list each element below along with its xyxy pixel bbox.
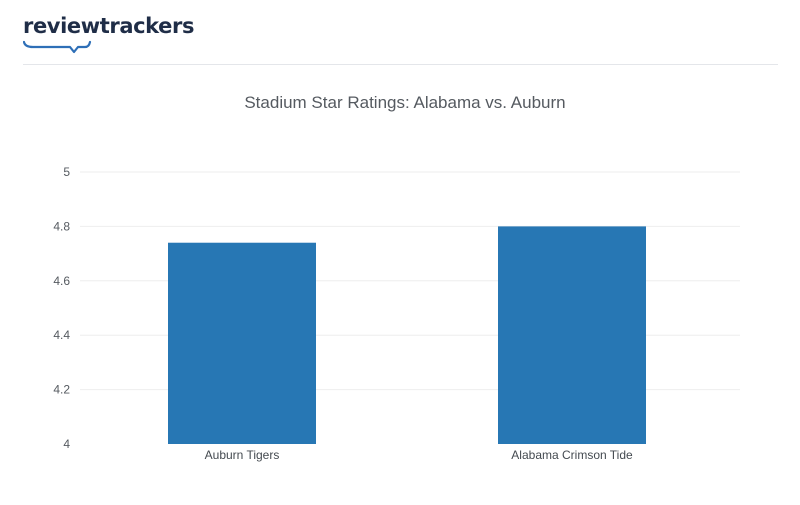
x-category-label: Auburn Tigers — [205, 448, 280, 462]
y-tick-label: 4.4 — [53, 328, 70, 342]
chart-title: Stadium Star Ratings: Alabama vs. Auburn — [244, 93, 565, 112]
x-axis-labels: Auburn Tigers Alabama Crimson Tide — [205, 448, 633, 462]
y-tick-label: 4.2 — [53, 383, 70, 397]
logo-text: reviewtrackers — [23, 14, 195, 38]
y-axis-ticks: 4 4.2 4.4 4.6 4.8 5 — [53, 165, 70, 451]
logo-swoosh-icon — [23, 40, 92, 54]
y-tick-label: 4.6 — [53, 274, 70, 288]
y-tick-label: 5 — [63, 165, 70, 179]
x-category-label: Alabama Crimson Tide — [511, 448, 633, 462]
header-divider — [23, 64, 778, 65]
y-tick-label: 4.8 — [53, 219, 70, 233]
bar-alabama-crimson-tide — [498, 226, 646, 444]
y-tick-label: 4 — [63, 437, 70, 451]
bars — [168, 226, 646, 444]
bar-auburn-tigers — [168, 242, 316, 444]
